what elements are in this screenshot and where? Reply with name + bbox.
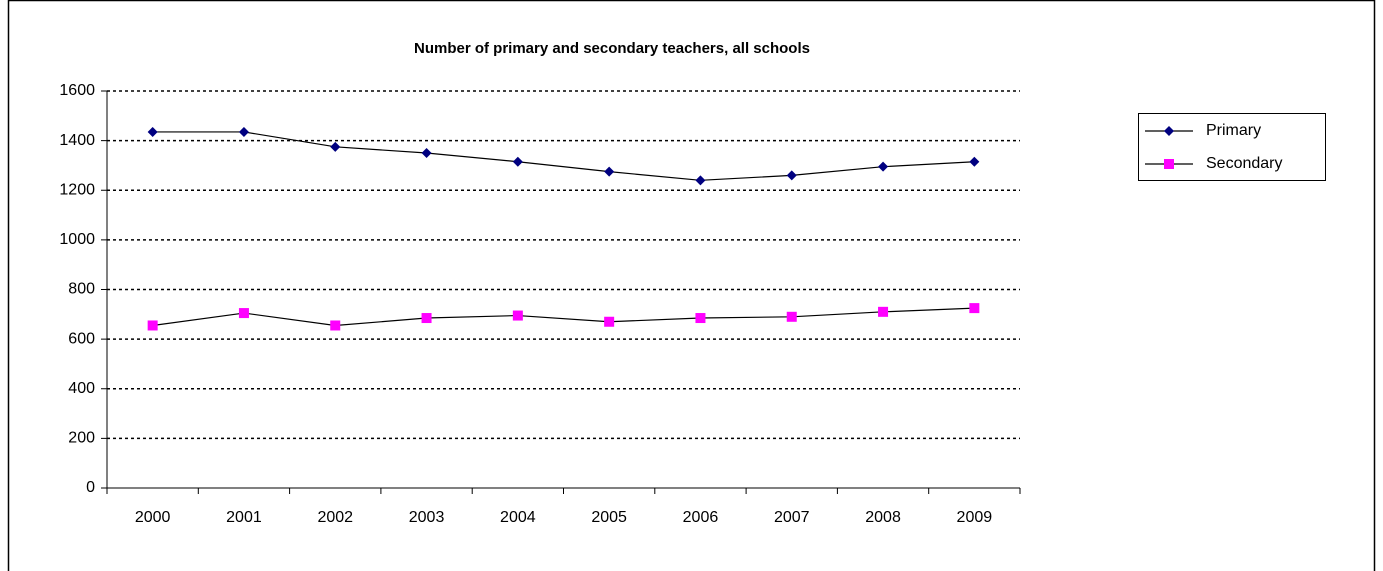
data-point [238, 126, 249, 137]
data-point [421, 313, 432, 324]
x-tick-label: 2000 [135, 509, 171, 526]
y-tick-label: 1400 [59, 132, 95, 149]
y-tick-label: 400 [68, 380, 95, 397]
y-tick-label: 1600 [59, 82, 95, 99]
x-tick-label: 2005 [591, 509, 627, 526]
data-point [147, 320, 158, 331]
x-tick-label: 2001 [226, 509, 262, 526]
data-point [604, 166, 615, 177]
series-line [152, 131, 975, 181]
x-tick-label: 2007 [774, 509, 810, 526]
x-tick-label: 2008 [865, 509, 901, 526]
data-point [878, 306, 889, 317]
y-tick-label: 0 [86, 479, 95, 496]
data-point [969, 156, 980, 167]
x-tick-label: 2004 [500, 509, 536, 526]
x-tick-label: 2002 [317, 509, 353, 526]
data-point [238, 308, 249, 319]
legend-marker [1164, 159, 1174, 169]
data-point [330, 141, 341, 152]
y-tick-label: 800 [68, 281, 95, 298]
legend-label: Secondary [1206, 155, 1283, 172]
x-tick-label: 2006 [683, 509, 719, 526]
chart-frame [7, 0, 1376, 571]
series-line [152, 307, 975, 327]
data-point [604, 316, 615, 327]
data-point [512, 310, 523, 321]
data-point [147, 126, 158, 137]
legend-box [1138, 113, 1326, 181]
y-tick-label: 200 [68, 430, 95, 447]
data-point [695, 313, 706, 324]
data-point [421, 148, 432, 159]
legend-label: Primary [1206, 122, 1261, 139]
x-tick-label: 2003 [409, 509, 445, 526]
y-tick-label: 600 [68, 330, 95, 347]
legend-marker [1164, 126, 1174, 136]
y-tick-label: 1200 [59, 181, 95, 198]
x-tick-label: 2009 [957, 509, 993, 526]
data-point [969, 303, 980, 314]
data-point [330, 320, 341, 331]
data-point [512, 156, 523, 167]
data-point [786, 311, 797, 322]
data-point [878, 161, 889, 172]
data-point [695, 175, 706, 186]
y-tick-label: 1000 [59, 231, 95, 248]
data-point [786, 170, 797, 181]
chart-title: Number of primary and secondary teachers… [414, 40, 810, 57]
